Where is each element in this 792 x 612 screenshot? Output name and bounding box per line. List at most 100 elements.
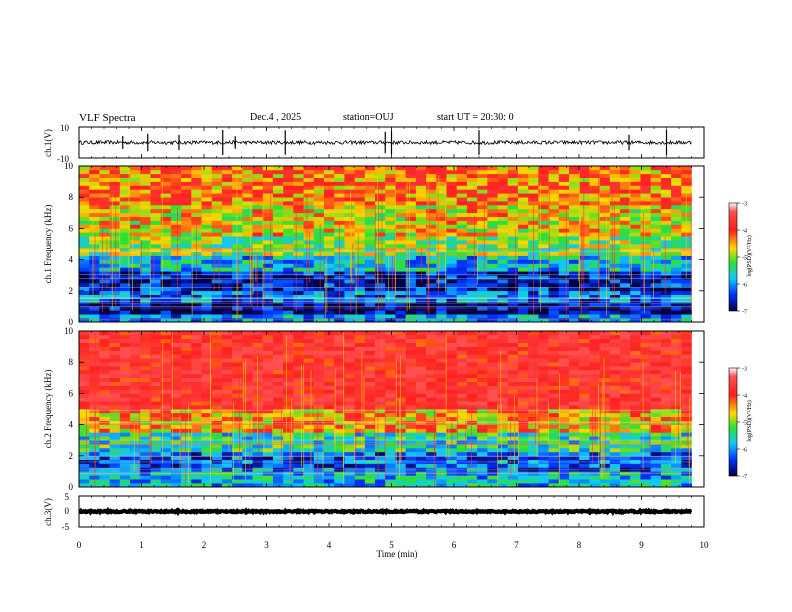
spectrogram-cell	[262, 240, 274, 245]
spectrogram-cell	[548, 181, 560, 186]
spectrogram-cell	[364, 346, 376, 351]
spectrogram-cell	[262, 428, 274, 433]
spectrogram-cell	[671, 358, 682, 363]
spectrogram-cell	[324, 263, 335, 268]
spectrogram-cell	[119, 362, 131, 367]
spectrogram-cell	[181, 377, 192, 382]
spectrogram-cell	[671, 247, 682, 253]
spectrogram-cell	[671, 412, 682, 418]
spectrogram-cell	[456, 346, 468, 351]
spectrogram-cell	[630, 393, 641, 398]
spectrogram-cell	[405, 424, 417, 429]
spectrogram-cell	[538, 166, 549, 171]
spectrogram-cell	[109, 362, 121, 367]
spectrogram-cell	[436, 279, 447, 284]
spectrogram-cell	[232, 358, 243, 363]
spectrogram-cell	[140, 397, 151, 402]
spectrogram-cell	[293, 177, 304, 182]
spectrogram-cell	[569, 354, 580, 359]
spectrogram-cell	[528, 475, 539, 480]
spectrogram-cell	[99, 247, 110, 253]
spectrogram-cell	[150, 166, 161, 171]
spectrogram-cell	[630, 173, 641, 178]
spectrogram-cell	[415, 342, 427, 347]
spectrogram-cell	[242, 302, 253, 307]
spectrogram-cell	[242, 197, 253, 202]
spectrogram-cell	[671, 440, 682, 445]
spectrogram-cell	[456, 409, 468, 414]
spectrogram-cell	[507, 318, 519, 323]
spectrogram-cell	[426, 205, 437, 210]
spectrogram-cell	[262, 279, 274, 284]
spectrogram-cell	[344, 397, 355, 402]
spectrogram-cell	[252, 244, 264, 249]
spectrogram-cell	[548, 208, 560, 214]
spectrogram-cell	[130, 208, 141, 214]
spectrogram-cell	[487, 251, 498, 256]
spectrogram-cell	[671, 377, 682, 382]
spectrogram-cell	[191, 346, 202, 351]
spectrogram-cell	[385, 389, 396, 394]
spectrogram-cell	[293, 306, 304, 311]
spectrogram-cell	[79, 370, 90, 375]
spectrogram-cell	[221, 420, 233, 425]
spectrogram-cell	[681, 189, 692, 194]
spectrogram-cell	[375, 401, 386, 406]
spectrogram-cell	[242, 432, 253, 437]
spectrogram-cell	[89, 263, 100, 268]
spectrogram-cell	[191, 405, 202, 410]
spectrogram-cell	[477, 483, 488, 488]
spectrogram-cell	[170, 271, 182, 276]
spectrogram-cell	[181, 212, 192, 217]
spectrogram-cell	[640, 420, 651, 425]
spectrogram-cell	[375, 185, 386, 190]
spectrogram-cell	[170, 259, 182, 264]
spectrogram-cell	[517, 302, 529, 307]
spectrogram-cell	[599, 271, 611, 276]
spectrogram-cell	[150, 377, 161, 382]
spectrogram-cell	[579, 463, 590, 468]
spectrogram-cell	[558, 173, 570, 178]
spectrogram-cell	[89, 181, 100, 186]
spectrogram-cell	[324, 197, 335, 202]
spectrogram-cell	[640, 181, 651, 186]
spectrogram-cell	[191, 283, 202, 288]
spectrogram-cell	[620, 420, 631, 425]
spectrogram-cell	[272, 451, 284, 457]
spectrogram-cell	[466, 393, 478, 398]
spectrogram-cell	[456, 232, 468, 237]
spectrogram-cell	[344, 197, 355, 202]
spectrogram-cell	[630, 181, 641, 186]
spectrogram-cell	[477, 216, 488, 221]
spectrogram-cell	[150, 228, 161, 233]
spectrogram-cell	[272, 275, 284, 280]
spectrogram-cell	[242, 354, 253, 359]
spectrogram-cell	[201, 479, 213, 484]
spectrogram-cell	[497, 346, 509, 351]
spectrogram-cell	[293, 366, 304, 371]
spectrogram-cell	[497, 428, 509, 433]
spectrogram-cell	[221, 208, 233, 214]
spectrogram-cell	[405, 444, 417, 449]
spectrogram-cell	[589, 412, 600, 418]
spectrogram-cell	[89, 197, 100, 202]
spectrogram-cell	[517, 193, 529, 198]
spectrogram-cell	[426, 385, 437, 390]
spectrogram-cell	[324, 244, 335, 249]
spectrogram-cell	[579, 201, 590, 206]
spectrogram-cell	[211, 370, 223, 375]
spectrogram-cell	[130, 412, 141, 418]
spectrogram-cell	[354, 463, 366, 468]
spectrogram-cell	[191, 302, 202, 307]
spectrogram-cell	[528, 451, 539, 457]
spectrogram-cell	[528, 350, 539, 355]
spectrogram-cell	[385, 475, 396, 480]
spectrogram-cell	[334, 193, 345, 198]
spectrogram-cell	[507, 381, 519, 386]
spectrogram-cell	[548, 412, 560, 418]
spectrogram-cell	[140, 405, 151, 410]
spectrogram-cell	[242, 185, 253, 190]
spectrogram-cell	[405, 290, 417, 295]
spectrogram-cell	[354, 479, 366, 484]
spectrogram-cell	[119, 286, 131, 292]
